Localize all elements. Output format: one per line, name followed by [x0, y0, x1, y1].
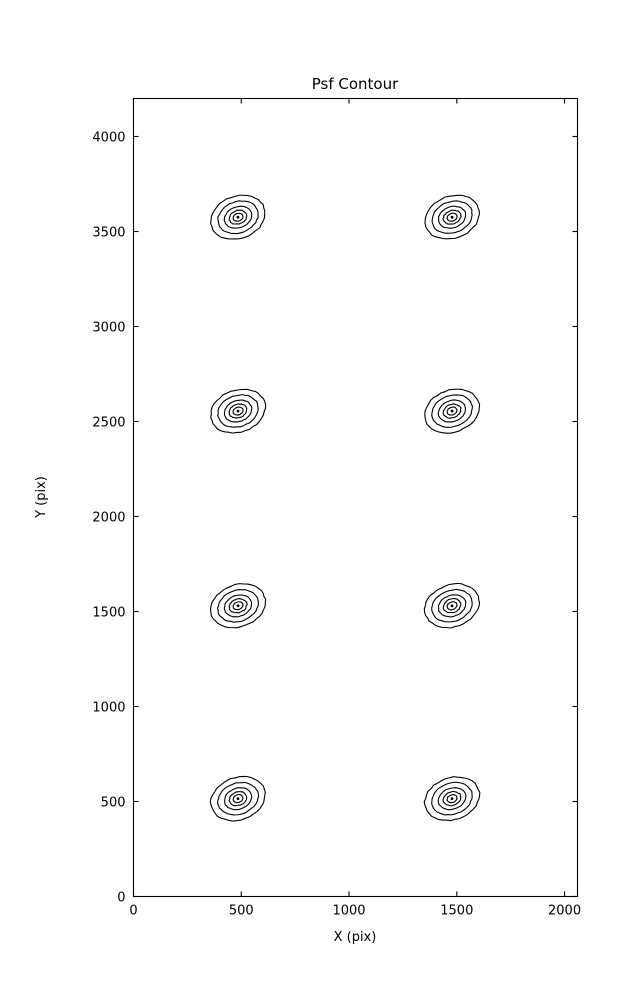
- contour-ring: [216, 589, 259, 623]
- y-tick-label: 1000: [92, 701, 125, 716]
- contour-ring: [232, 212, 244, 222]
- psf-source: [424, 194, 480, 240]
- contour-ring: [210, 194, 266, 240]
- y-tick-label: 2500: [92, 416, 125, 431]
- psf-source: [210, 194, 266, 240]
- contour-ring: [217, 394, 259, 428]
- contour-ring: [442, 209, 462, 225]
- y-axis-label: Y (pix): [34, 476, 49, 519]
- psf-source: [210, 388, 267, 434]
- contour-ring: [437, 399, 467, 423]
- y-tick-label: 3000: [92, 321, 125, 336]
- contour-ring: [232, 794, 244, 804]
- y-tick-label: 1500: [92, 606, 125, 621]
- psf-core: [450, 604, 454, 608]
- y-tick-label: 2000: [92, 511, 125, 526]
- contour-ring: [442, 598, 462, 614]
- y-tick-label: 0: [117, 891, 125, 906]
- contour-ring: [223, 205, 253, 229]
- psf-core: [236, 797, 240, 801]
- contour-ring: [423, 582, 481, 629]
- contour-ring: [431, 394, 474, 428]
- psf-source: [423, 776, 481, 822]
- contour-ring: [228, 791, 248, 807]
- psf-core: [236, 215, 240, 219]
- contour-ring: [223, 594, 253, 618]
- contour-ring: [228, 403, 248, 419]
- y-tick-label: 4000: [92, 131, 125, 146]
- x-tick-label: 500: [229, 904, 254, 919]
- y-tick-label: 500: [101, 796, 126, 811]
- x-tick-label: 2000: [548, 904, 581, 919]
- contour-ring: [437, 787, 467, 811]
- chart-title: Psf Contour: [312, 75, 399, 93]
- y-axis-ticks: 0 500 1000 1500 2000 2500 3000 3500 4000: [92, 131, 578, 906]
- contour-ring: [232, 601, 244, 611]
- psf-core: [450, 409, 454, 413]
- contour-ring: [442, 403, 462, 419]
- contour-ring: [209, 583, 267, 629]
- x-tick-label: 1000: [332, 904, 365, 919]
- contour-ring: [228, 597, 248, 614]
- contour-ring: [224, 787, 253, 811]
- contour-ring: [232, 406, 244, 416]
- contour-ring: [431, 781, 473, 816]
- contour-ring: [446, 212, 458, 222]
- contour-ring: [424, 194, 480, 240]
- contour-ring: [217, 200, 259, 235]
- psf-core: [236, 604, 240, 608]
- psf-core: [450, 215, 454, 219]
- x-tick-label: 1500: [440, 904, 473, 919]
- contour-ring: [442, 790, 462, 807]
- psf-source: [209, 775, 266, 822]
- contour-ring: [437, 205, 467, 229]
- contour-ring: [423, 776, 481, 822]
- psf-source: [209, 583, 267, 629]
- x-axis-ticks: 0 500 1000 1500 2000: [129, 98, 581, 919]
- contour-ring: [209, 775, 266, 822]
- contour-ring: [210, 388, 267, 434]
- contour-ring: [217, 781, 260, 816]
- contour-blobs: [209, 194, 481, 822]
- contour-ring: [437, 594, 467, 618]
- psf-core: [450, 797, 454, 801]
- y-tick-label: 3500: [92, 226, 125, 241]
- x-axis-label: X (pix): [334, 930, 377, 945]
- psf-core: [236, 409, 240, 413]
- contour-ring: [431, 588, 473, 623]
- x-tick-label: 0: [129, 904, 137, 919]
- psf-source: [424, 388, 481, 434]
- contour-ring: [446, 794, 458, 804]
- contour-ring: [223, 399, 253, 423]
- contour-ring: [228, 209, 248, 225]
- psf-source: [423, 582, 481, 629]
- contour-ring: [446, 601, 458, 611]
- contour-ring: [424, 388, 481, 434]
- contour-ring: [446, 406, 458, 416]
- contour-ring: [431, 200, 473, 234]
- axes-frame: [132, 97, 579, 898]
